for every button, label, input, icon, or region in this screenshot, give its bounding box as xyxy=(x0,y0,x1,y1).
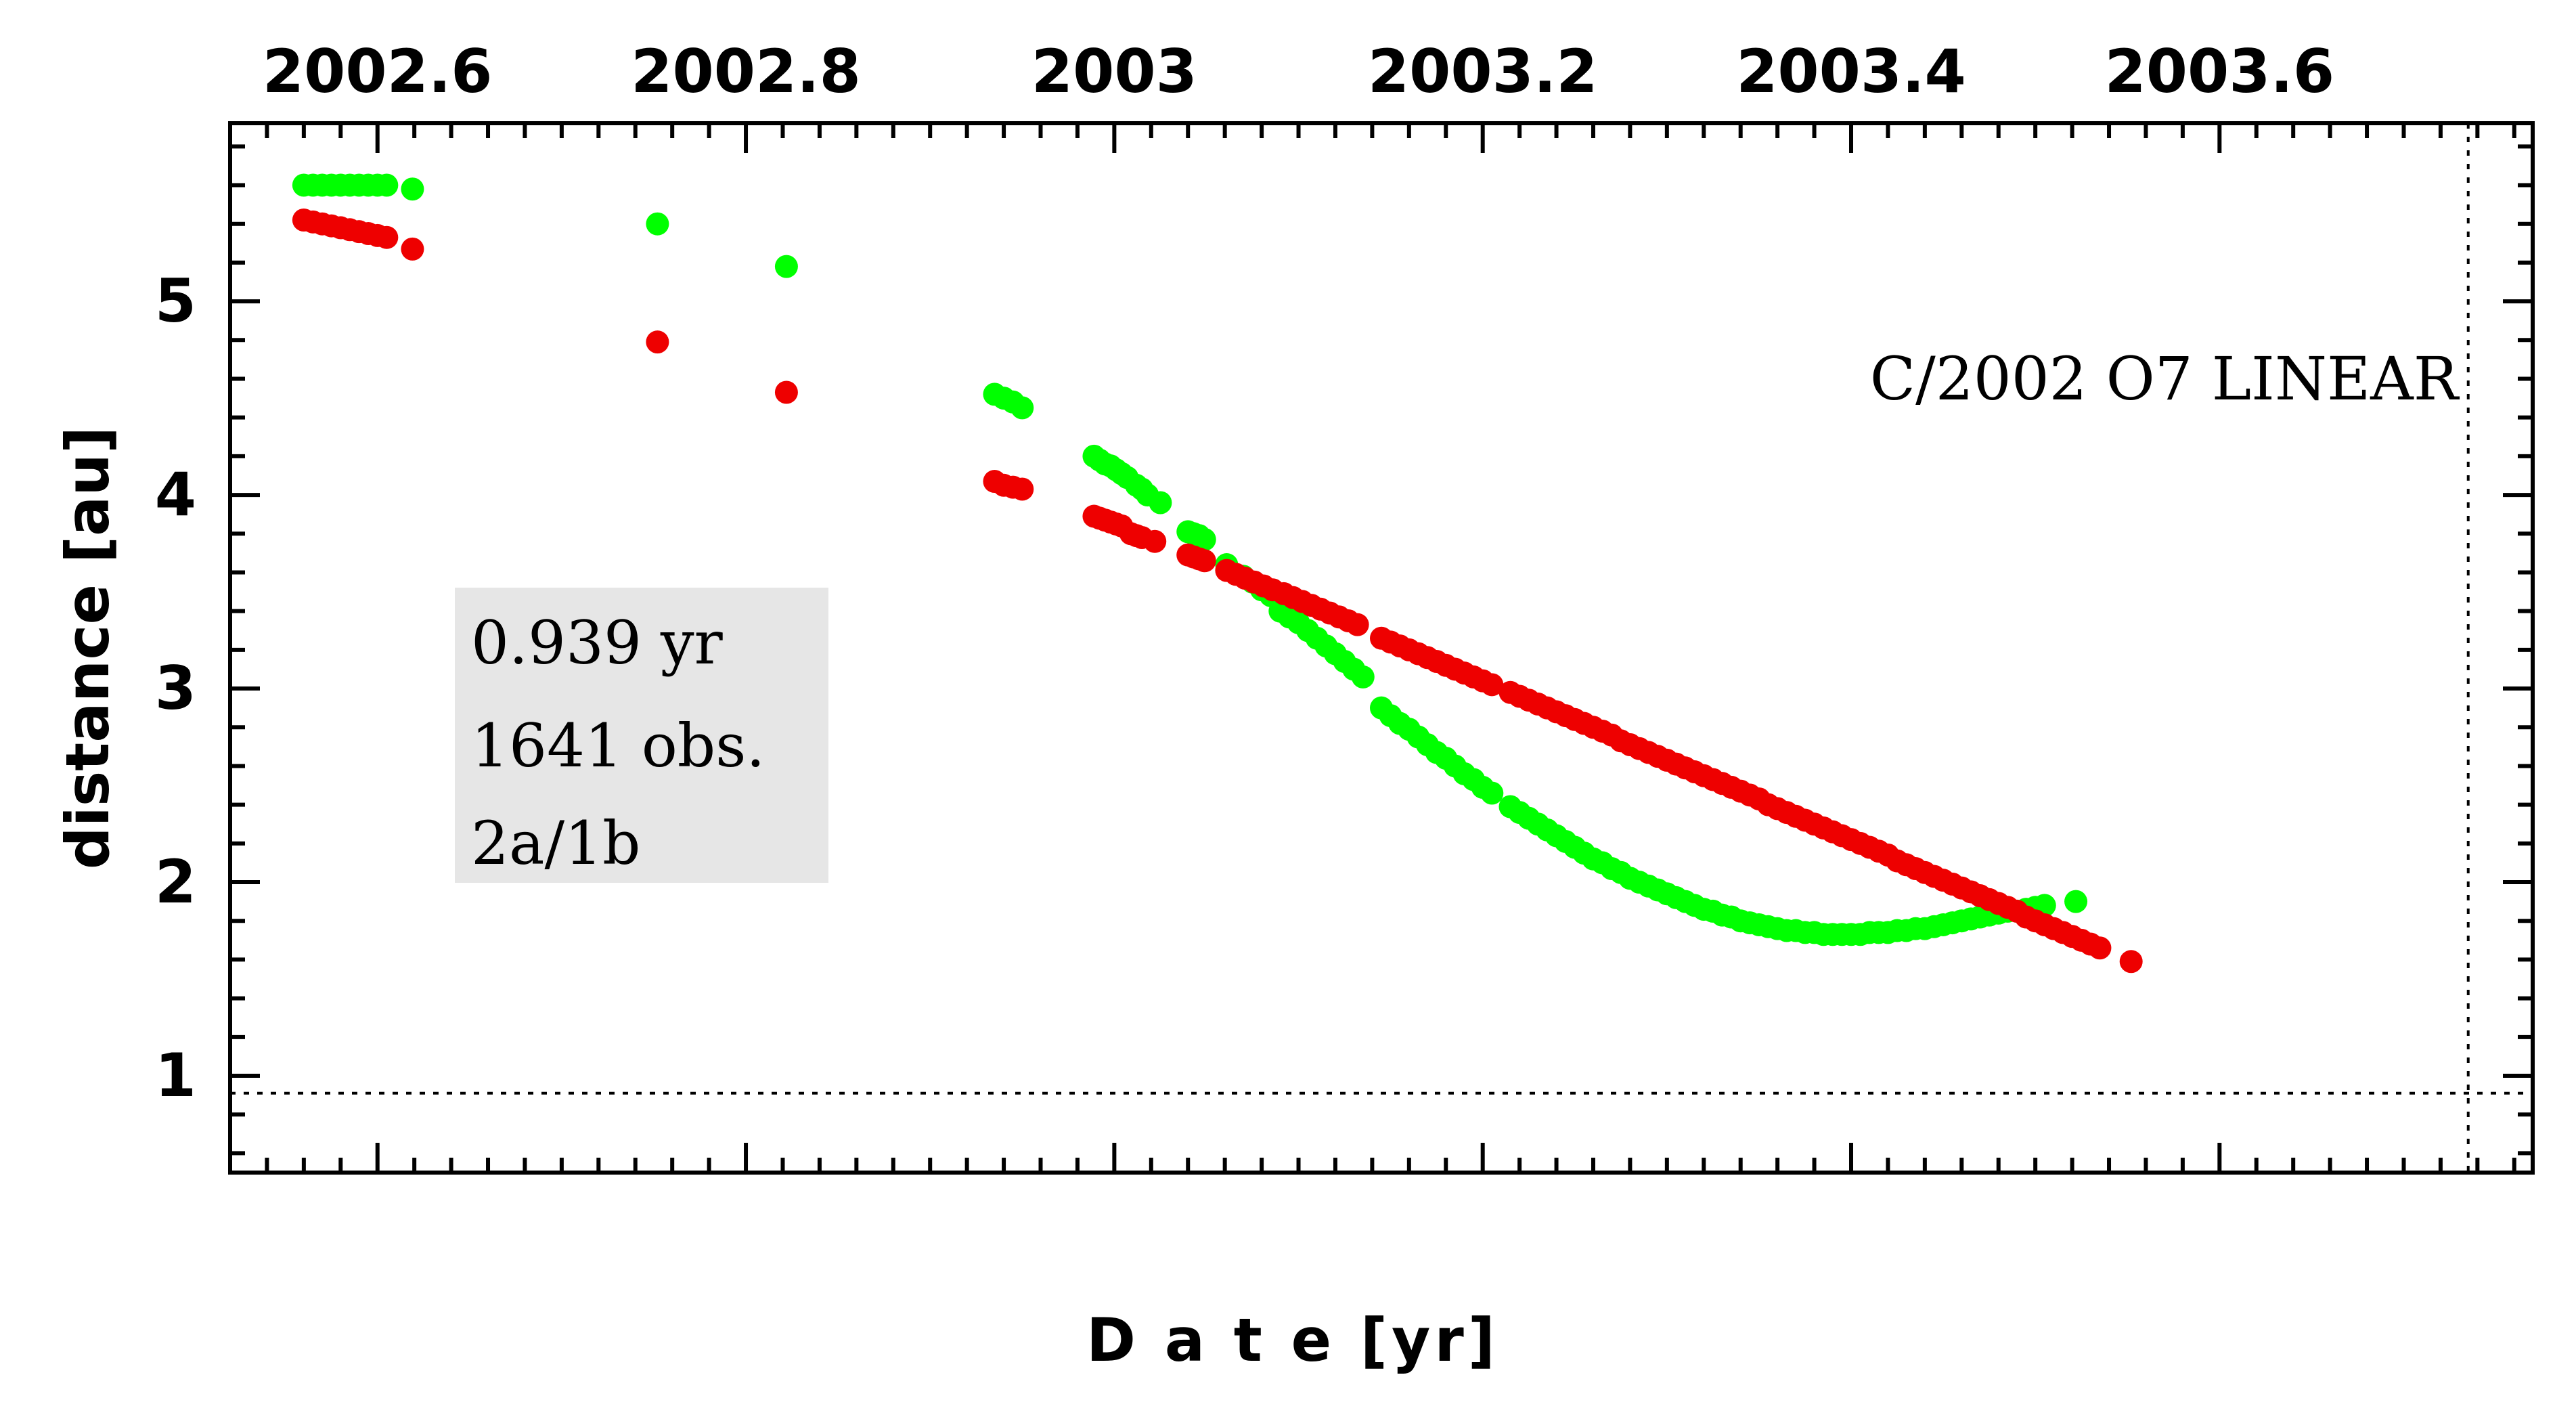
y-tick-label: 3 xyxy=(155,653,196,723)
data-point-green xyxy=(1480,781,1504,805)
data-point-green xyxy=(1193,527,1216,551)
data-point-red xyxy=(2088,936,2112,960)
axis-ticks xyxy=(228,123,2533,1173)
x-axis-title: D a t e [yr] xyxy=(1086,1305,1499,1375)
y-tick-label: 1 xyxy=(155,1041,196,1110)
info-box xyxy=(455,588,828,883)
data-point-red xyxy=(1143,529,1167,553)
chart-title: C/2002 O7 LINEAR xyxy=(1870,344,2460,414)
data-point-red xyxy=(2119,950,2143,974)
y-tick-label: 5 xyxy=(155,266,196,336)
data-point-red xyxy=(646,330,669,354)
data-point-green xyxy=(1149,491,1172,515)
y-axis-title: distance [au] xyxy=(53,427,123,870)
series-red xyxy=(292,208,2143,974)
data-point-red xyxy=(1011,477,1034,501)
y-tick-labels: 1 2 3 4 5 xyxy=(155,266,196,1110)
data-point-green xyxy=(774,255,798,278)
x-tick-label: 2003.6 xyxy=(2105,37,2335,106)
data-point-red xyxy=(1193,549,1216,573)
data-point-red xyxy=(401,237,424,261)
data-point-green xyxy=(646,212,669,236)
x-tick-label: 2003.2 xyxy=(1368,37,1598,106)
data-point-green xyxy=(1011,396,1034,420)
data-point-green xyxy=(1351,665,1375,689)
info-box-orbit-code: 2a/1b xyxy=(471,808,640,878)
x-tick-labels: 2002.6 2002.8 2003 2003.2 2003.4 2003.6 xyxy=(263,37,2334,106)
data-point-green xyxy=(2064,890,2088,913)
x-tick-label: 2003.4 xyxy=(1736,37,1966,106)
data-point-red xyxy=(1346,613,1369,636)
y-tick-label: 4 xyxy=(155,460,196,529)
data-point-green xyxy=(375,173,399,197)
x-tick-label: 2003 xyxy=(1031,37,1197,106)
x-tick-label: 2002.6 xyxy=(263,37,493,106)
x-tick-label: 2002.8 xyxy=(631,37,861,106)
data-point-red xyxy=(375,225,399,249)
info-box-observations: 1641 obs. xyxy=(471,711,765,781)
info-box-duration: 0.939 yr xyxy=(471,608,724,678)
data-point-green xyxy=(401,177,424,201)
data-point-red xyxy=(774,380,798,404)
y-tick-label: 2 xyxy=(155,847,196,917)
data-point-red xyxy=(1480,673,1504,697)
